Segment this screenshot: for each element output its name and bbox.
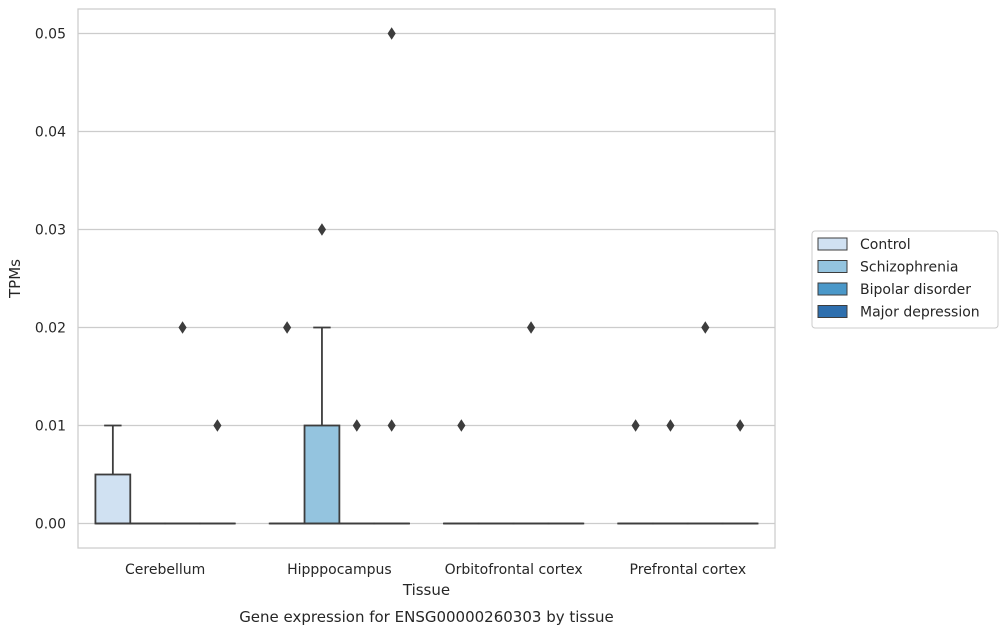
outlier-point <box>666 419 675 432</box>
box-group <box>164 321 201 525</box>
outlier-point <box>736 419 745 432</box>
box-group <box>373 27 410 525</box>
legend-swatch <box>817 305 848 318</box>
box-iqr <box>303 424 341 525</box>
box-group <box>652 419 689 525</box>
x-tick-label: Orbitofrontal cortex <box>445 562 583 578</box>
legend-label: Bipolar disorder <box>860 282 971 298</box>
box-group <box>686 321 724 525</box>
y-tick-label: 0.00 <box>35 517 66 533</box>
x-axis-label: Tissue <box>402 581 450 599</box>
legend-frame <box>811 230 999 329</box>
y-axis-ticks: 0.00 0.01 0.02 0.03 0.04 0.05 <box>35 27 66 533</box>
box-group <box>721 419 759 525</box>
box-group <box>617 419 654 525</box>
legend-label: Major depression <box>860 305 980 321</box>
box-group <box>338 419 376 525</box>
plot-area-frame <box>77 8 776 549</box>
outlier-point <box>213 419 222 432</box>
y-tick-label: 0.03 <box>35 223 66 239</box>
x-tick-label: Hipppocampus <box>287 562 392 578</box>
plot-marks <box>94 27 759 525</box>
outlier-point <box>526 321 536 334</box>
box-iqr <box>94 473 132 525</box>
legend-swatch <box>817 237 848 251</box>
legend-label: Control <box>860 237 911 253</box>
outlier-point <box>352 419 361 432</box>
box-group <box>94 424 132 525</box>
grid-lines <box>78 32 775 525</box>
legend-label: Schizophrenia <box>860 260 958 276</box>
outlier-point <box>283 321 292 334</box>
outlier-point <box>701 321 710 334</box>
x-tick-label: Prefrontal cortex <box>630 562 747 578</box>
box-group <box>268 321 306 525</box>
outlier-point <box>387 27 396 40</box>
chart-caption: Gene expression for ENSG00000260303 by t… <box>239 608 614 626</box>
legend-swatch <box>817 282 848 296</box>
outlier-point <box>457 419 466 432</box>
outlier-point <box>317 223 327 236</box>
legend: Control Schizophrenia Bipolar disorder Majo… <box>811 230 999 329</box>
y-tick-label: 0.04 <box>35 125 66 141</box>
y-tick-label: 0.02 <box>35 321 66 337</box>
legend-swatch <box>817 260 848 273</box>
box-group <box>443 419 480 525</box>
outlier-point <box>178 321 187 334</box>
y-axis-label: TPMs <box>6 259 24 299</box>
outlier-point <box>631 419 640 432</box>
box-group <box>512 321 550 525</box>
box-group <box>303 223 341 525</box>
y-tick-label: 0.01 <box>35 419 66 435</box>
outlier-point <box>387 419 396 432</box>
x-axis-ticks: Cerebellum Hipppocampus Orbitofrontal cort… <box>125 562 746 578</box>
x-tick-label: Cerebellum <box>125 562 205 578</box>
box-group <box>199 419 236 525</box>
y-tick-label: 0.05 <box>35 27 66 43</box>
